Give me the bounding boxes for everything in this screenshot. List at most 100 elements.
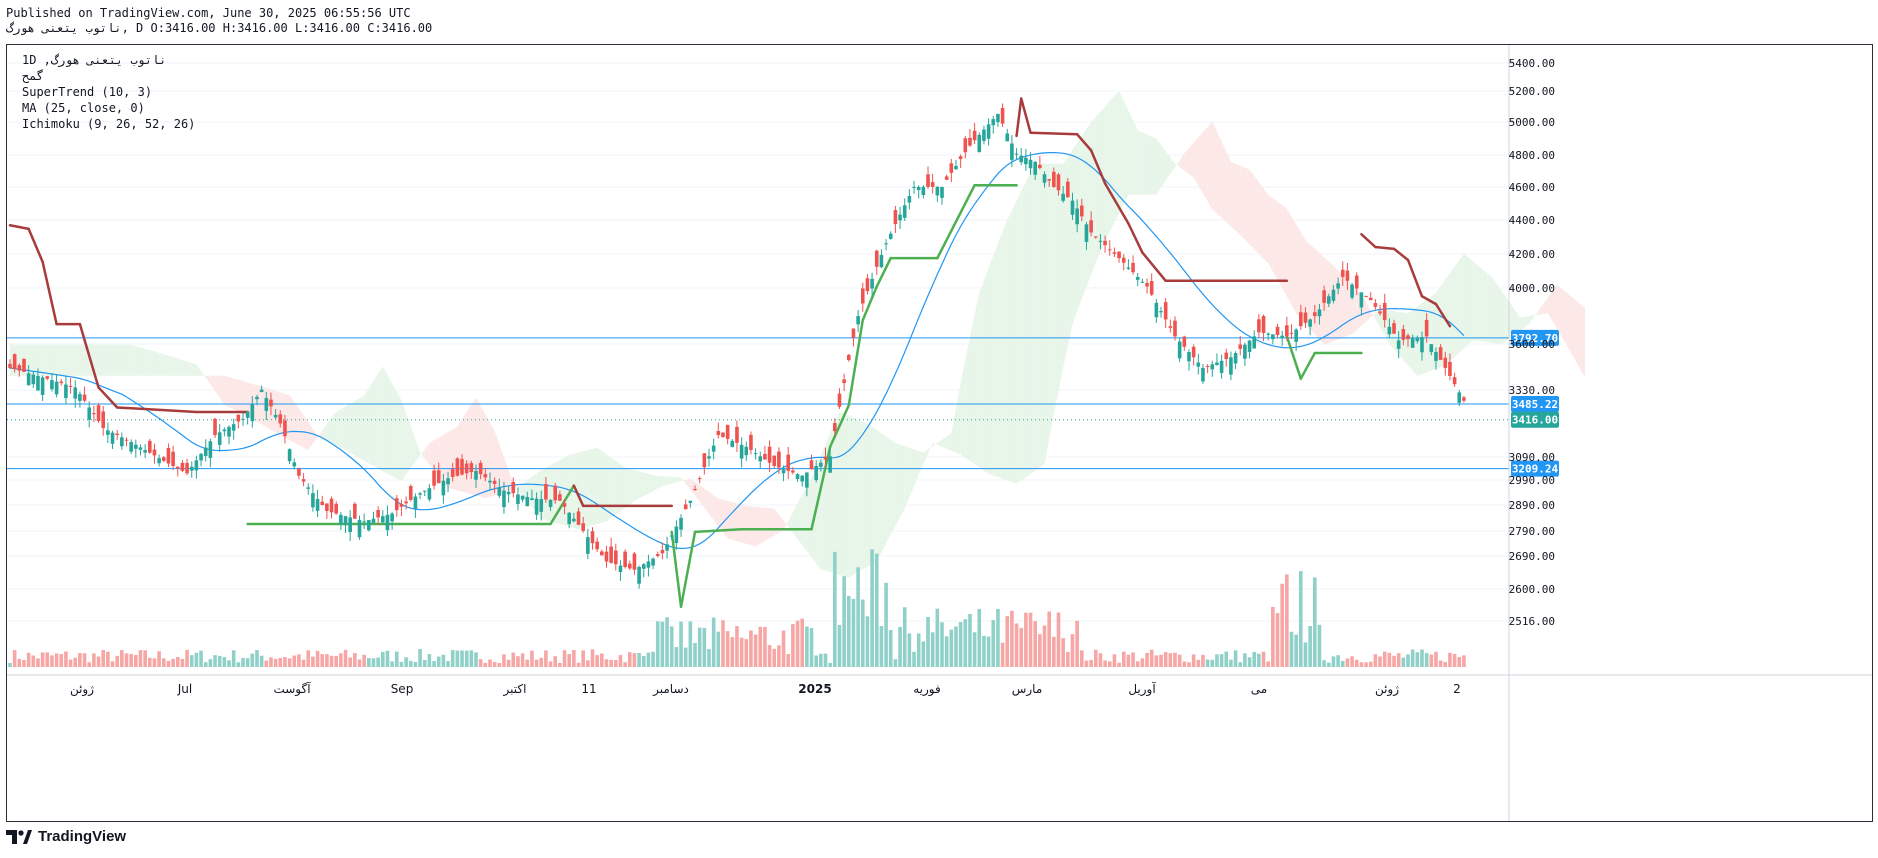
cloud-segment: [844, 413, 849, 578]
price-tick-label: 5000.00: [1509, 116, 1555, 129]
candle: [800, 475, 804, 487]
candle-body: [823, 456, 828, 460]
cloud-segment: [1496, 283, 1502, 345]
candle-body: [161, 457, 166, 461]
volume-bar: [241, 657, 245, 667]
candle-body: [96, 405, 101, 422]
candle-body: [1317, 309, 1322, 317]
candle: [1117, 251, 1121, 263]
candle-body: [1135, 276, 1140, 280]
time-axis: ژوئن Jul آگوست Sep اکتبر 11 دسامبر 2025 فوریه مار…: [7, 674, 1872, 697]
candle: [609, 537, 613, 564]
volume-bar: [1070, 634, 1075, 667]
legend-ma[interactable]: MA (25, close, 0): [22, 101, 145, 115]
volume-bar: [1443, 662, 1448, 667]
candle: [166, 443, 171, 468]
cloud-segment: [294, 401, 299, 446]
cloud-segment: [993, 243, 998, 478]
candle-body: [138, 447, 143, 450]
cloud-segment: [564, 455, 570, 527]
volume-bar: [1098, 653, 1103, 667]
candle: [539, 490, 544, 521]
candle-body: [860, 288, 865, 304]
cloud-segment: [1282, 205, 1287, 297]
candle-body: [241, 418, 245, 420]
cloud-segment: [205, 375, 211, 385]
legend-supertrend[interactable]: SuperTrend (10, 3): [22, 85, 153, 99]
legend-ichimoku[interactable]: Ichimoku (9, 26, 52, 26): [22, 117, 196, 131]
candle-body: [436, 470, 441, 484]
volume-bar: [385, 650, 390, 667]
candle-body: [1261, 315, 1266, 333]
candle-body: [367, 520, 371, 531]
candle: [1163, 298, 1168, 329]
candle-body: [1238, 344, 1243, 349]
cloud-segment: [471, 397, 476, 496]
candle: [297, 467, 301, 480]
candle: [497, 478, 502, 499]
candle-body: [1401, 329, 1406, 340]
candle: [432, 464, 436, 490]
candle: [273, 409, 278, 420]
cloud-segment: [443, 432, 449, 488]
candle: [255, 394, 259, 406]
candle: [385, 505, 390, 536]
cloud-segment: [750, 506, 756, 547]
candle-body: [124, 439, 129, 441]
cloud-segment: [1142, 132, 1148, 195]
cloud-segment: [1408, 309, 1413, 371]
candle: [362, 513, 366, 529]
candle-body: [544, 483, 548, 500]
cloud-segment: [434, 437, 439, 476]
candle: [241, 413, 245, 426]
volume-bar: [492, 661, 497, 667]
volume-bar: [157, 651, 161, 667]
volume-bar: [1368, 661, 1373, 667]
volume-bar: [683, 647, 688, 667]
candle: [1080, 198, 1084, 222]
supertrend-segment: [828, 403, 851, 449]
cloud-segment: [643, 472, 649, 497]
volume-bar: [781, 630, 786, 667]
volume-bar: [1257, 653, 1261, 667]
volume-bar: [399, 661, 404, 667]
candle-body: [474, 470, 478, 480]
candle-body: [1457, 392, 1462, 403]
cloud-segment: [709, 491, 714, 521]
candle: [809, 454, 814, 470]
cloud-segment: [904, 446, 910, 509]
candle-body: [627, 563, 632, 569]
volume-bar: [623, 662, 627, 667]
cloud-segment: [70, 344, 76, 376]
cloud-segment: [322, 424, 327, 441]
candle-body: [1038, 164, 1042, 169]
candle: [278, 410, 283, 428]
candle-body: [1168, 326, 1173, 328]
price-chart[interactable]: 3792.70 3485.22 3209.24 3416.00 5400.00 5200.…: [7, 45, 1872, 821]
volume-bar: [255, 650, 259, 667]
volume-bar: [1168, 653, 1173, 667]
volume-bar: [651, 651, 655, 667]
cloud-segment: [1300, 232, 1306, 324]
volume-bar: [1420, 649, 1424, 667]
candle-body: [259, 389, 264, 393]
candle: [283, 415, 287, 444]
candle: [264, 391, 269, 421]
tradingview-logo[interactable]: TradingView: [6, 828, 126, 845]
candle-body: [502, 490, 506, 508]
volume-bar: [1410, 649, 1415, 667]
candle: [381, 510, 385, 524]
candle: [143, 444, 147, 459]
volume-bar: [1452, 653, 1457, 667]
supertrend-segment: [1015, 97, 1023, 138]
volume-bar: [474, 652, 478, 667]
volume-bar: [217, 655, 222, 667]
volume-bar: [730, 637, 735, 667]
candle: [1336, 277, 1340, 295]
candle: [68, 377, 73, 394]
cloud-segment: [201, 370, 206, 378]
cloud-segment: [1184, 148, 1189, 175]
candle: [949, 158, 954, 183]
volume-bar: [8, 662, 12, 667]
candle-body: [1410, 338, 1415, 348]
